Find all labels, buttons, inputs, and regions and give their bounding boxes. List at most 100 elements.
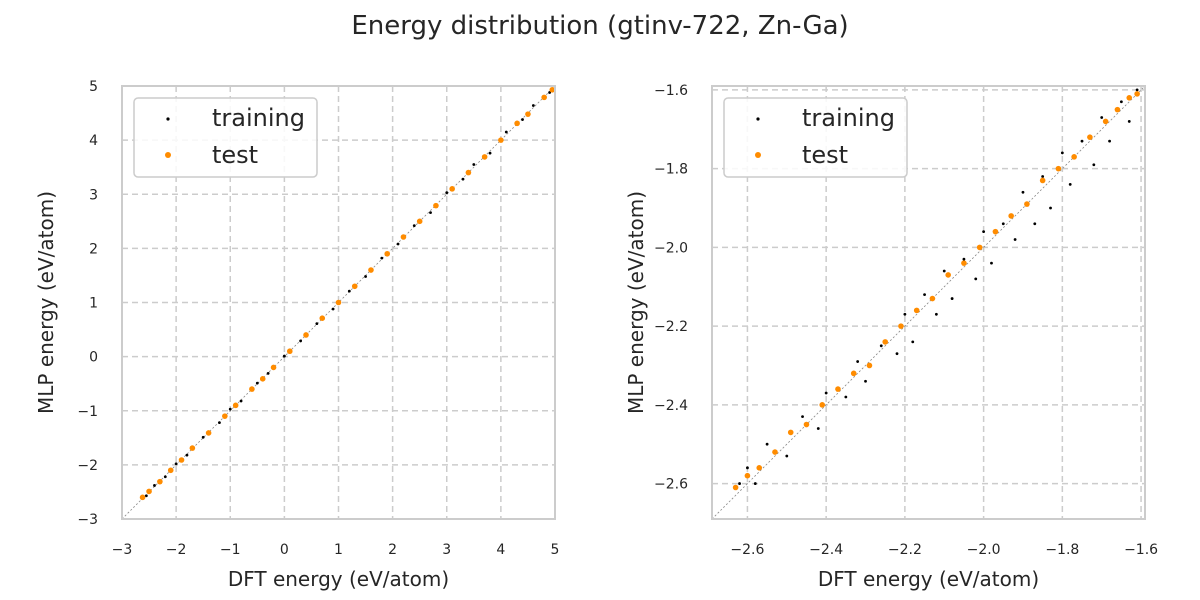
training-point — [879, 344, 883, 348]
training-point — [903, 312, 907, 316]
training-point — [974, 277, 978, 281]
test-point — [1071, 154, 1077, 160]
test-point — [465, 169, 472, 176]
training-point — [1013, 238, 1017, 241]
left-legend: training test — [133, 97, 318, 178]
training-point — [1033, 222, 1037, 226]
test-point — [1134, 91, 1140, 97]
training-point — [1127, 120, 1131, 123]
training-point — [738, 482, 741, 485]
training-point — [923, 293, 926, 297]
training-point — [412, 224, 416, 228]
training-point — [911, 340, 915, 344]
training-point — [429, 211, 432, 215]
training-point — [856, 360, 860, 363]
test-point — [178, 457, 185, 463]
x-tick-label: −2.4 — [809, 542, 843, 558]
test-point — [146, 488, 152, 495]
training-point — [380, 256, 384, 260]
training-point — [521, 118, 524, 121]
test-point — [335, 299, 342, 306]
x-tick-label: 4 — [496, 542, 505, 558]
test-point — [249, 386, 255, 392]
x-tick-label: 0 — [280, 542, 289, 558]
x-tick-label: −1.6 — [1124, 542, 1158, 558]
legend-marker-training — [166, 117, 170, 121]
test-point — [756, 465, 763, 471]
training-point — [950, 297, 954, 300]
test-point — [945, 272, 951, 278]
left-scatter-panel: −3 −2 −1 0 1 2 3 4 5 −3 −2 −1 0 1 2 3 4 5 DFT energy (eV/… — [34, 79, 559, 591]
training-point — [753, 482, 757, 485]
training-point — [746, 466, 749, 470]
y-tick-label: 0 — [89, 350, 98, 366]
training-point — [282, 354, 286, 358]
training-point — [185, 453, 189, 457]
test-point — [514, 120, 520, 127]
training-point — [331, 307, 335, 311]
x-tick-label: −1.8 — [1045, 542, 1079, 558]
test-point — [819, 402, 826, 408]
y-tick-label: −1 — [77, 404, 98, 420]
x-tick-label: 3 — [442, 542, 451, 558]
legend-box — [133, 97, 318, 178]
test-point — [449, 186, 455, 192]
y-tick-label: −3 — [77, 512, 98, 528]
training-point — [1100, 116, 1104, 119]
legend-marker-test — [755, 152, 761, 158]
test-point — [549, 86, 556, 93]
test-point — [866, 362, 873, 369]
training-point — [504, 130, 508, 134]
training-point — [228, 407, 232, 411]
training-point — [174, 462, 178, 466]
training-point — [315, 322, 319, 326]
training-point — [299, 339, 303, 343]
training-point — [461, 177, 465, 181]
y-tick-label: −2.2 — [654, 319, 688, 335]
test-point — [319, 315, 326, 321]
left-axes-frame — [121, 85, 556, 520]
training-point — [472, 163, 476, 166]
test-point — [1102, 118, 1109, 125]
y-tick-label: 3 — [89, 187, 98, 203]
training-point — [824, 391, 828, 395]
training-point — [1021, 190, 1025, 194]
right-axes-frame — [711, 85, 1146, 520]
test-point — [541, 94, 547, 101]
training-point — [347, 289, 351, 293]
test-point — [898, 323, 904, 329]
x-tick-label: −2.6 — [730, 542, 764, 558]
y-tick-label: −2.6 — [654, 477, 688, 493]
training-point — [990, 261, 993, 265]
training-point — [1135, 88, 1139, 92]
training-point — [1041, 175, 1045, 178]
test-point — [1039, 177, 1046, 184]
legend-label-training: training — [802, 104, 895, 132]
training-point — [488, 151, 492, 155]
x-tick-label: −2.0 — [967, 542, 1001, 558]
legend-label-training: training — [212, 104, 305, 132]
training-point — [396, 242, 400, 246]
test-point — [850, 370, 857, 377]
test-point — [303, 332, 309, 338]
training-point — [801, 415, 804, 419]
test-point — [259, 376, 266, 382]
left-x-axis-label: DFT energy (eV/atom) — [228, 567, 449, 591]
y-tick-label: −2.4 — [654, 398, 688, 414]
test-point — [1055, 165, 1062, 172]
test-point — [976, 244, 983, 251]
y-tick-label: −1.6 — [654, 83, 688, 99]
test-point — [732, 484, 739, 491]
training-point — [1119, 100, 1123, 104]
training-point — [364, 275, 367, 278]
training-point — [1049, 206, 1052, 210]
test-point — [222, 413, 228, 419]
x-tick-label: −3 — [112, 542, 133, 558]
test-point — [368, 267, 374, 273]
training-point — [864, 379, 867, 383]
x-tick-label: −2 — [166, 542, 187, 558]
test-point — [992, 228, 999, 235]
legend-marker-test — [165, 152, 171, 158]
x-tick-label: 5 — [551, 542, 560, 558]
